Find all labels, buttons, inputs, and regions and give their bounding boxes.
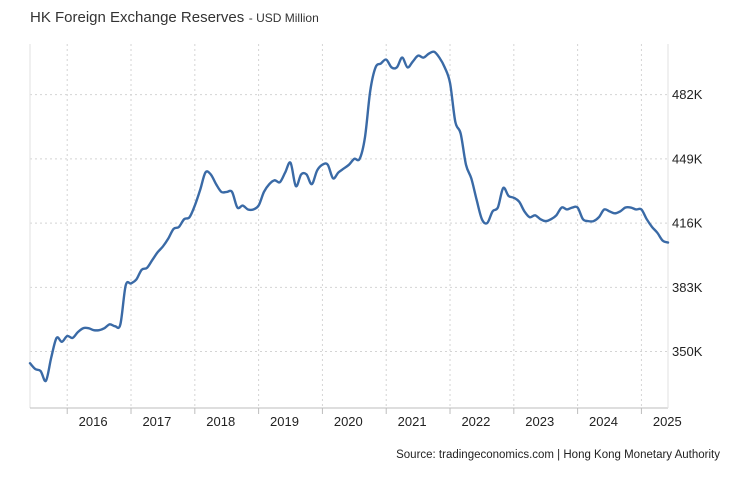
- chart-title: HK Foreign Exchange Reserves: [30, 9, 245, 26]
- series-line: [28, 50, 670, 383]
- grid-lines: [30, 44, 668, 408]
- x-tick-label: 2016: [79, 414, 108, 429]
- x-tick-label: 2019: [270, 414, 299, 429]
- chart-subtitle: USD Million: [256, 11, 319, 25]
- y-tick-labels: 350K 383K 416K 449K 482K: [672, 87, 703, 359]
- y-tick-label: 449K: [672, 151, 703, 166]
- chart-subtitle-dash: -: [248, 11, 257, 25]
- x-tick-label: 2018: [206, 414, 235, 429]
- x-tick-label: 2025: [653, 414, 682, 429]
- chart-axes: [29, 44, 669, 414]
- y-tick-label: 416K: [672, 216, 703, 231]
- x-tick-label: 2022: [461, 414, 490, 429]
- source-note: Source: tradingeconomics.com | Hong Kong…: [396, 449, 720, 461]
- y-tick-label: 383K: [672, 280, 703, 295]
- x-tick-label: 2021: [398, 414, 427, 429]
- y-tick-label: 350K: [672, 344, 703, 359]
- x-tick-labels: 2016 2017 2018 2019 2020 2021 2022 2023 2024 2025: [79, 414, 682, 429]
- x-tick-label: 2023: [525, 414, 554, 429]
- series-lines: [28, 50, 670, 383]
- x-tick-label: 2024: [589, 414, 618, 429]
- x-tick-label: 2020: [334, 414, 363, 429]
- x-tick-label: 2017: [142, 414, 171, 429]
- y-tick-label: 482K: [672, 87, 703, 102]
- chart-title-row: HK Foreign Exchange Reserves - USD Milli…: [30, 9, 319, 27]
